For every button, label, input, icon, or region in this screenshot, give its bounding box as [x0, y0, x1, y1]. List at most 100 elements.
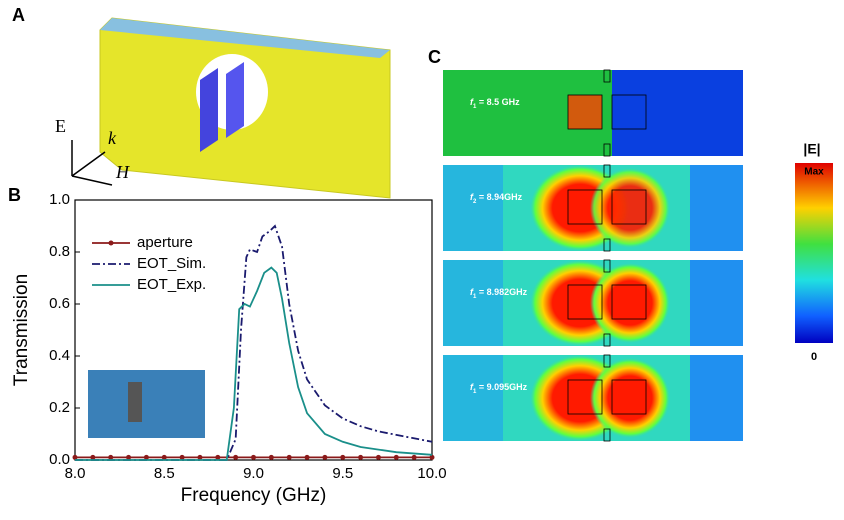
map-label-text: = 8.982GHz: [476, 287, 527, 297]
axis-letter: H: [115, 162, 130, 182]
map-label: f2 = 8.94GHz: [470, 192, 523, 204]
series-marker: [179, 454, 185, 460]
series-line: [75, 266, 433, 461]
field-map: f1 = 8.5 GHz: [443, 69, 743, 157]
map-region: [443, 165, 503, 251]
map-wall: [603, 259, 611, 273]
map-region: [443, 355, 503, 441]
map-label-text: = 8.94GHz: [476, 192, 522, 202]
series-marker: [393, 454, 399, 460]
map-outline: [611, 189, 647, 225]
series-marker: [90, 454, 96, 460]
y-tick-label: 1.0: [49, 191, 70, 208]
map-label-symbol: f: [470, 192, 474, 202]
map-outline: [567, 94, 603, 130]
map-label-sub: 1: [473, 294, 477, 300]
x-tick-label: 10.0: [417, 465, 446, 482]
map-label: f1 = 8.5 GHz: [470, 97, 520, 109]
field-map: f1 = 9.095GHz: [443, 354, 743, 442]
map-region: [612, 70, 743, 156]
y-tick-label: 0.2: [49, 399, 70, 416]
map-label-symbol: f: [470, 97, 474, 107]
series-marker: [126, 454, 132, 460]
series-marker: [268, 454, 274, 460]
series-marker: [322, 454, 328, 460]
map-hotspot: [590, 168, 670, 248]
legend-label: aperture: [137, 234, 193, 251]
series-marker: [429, 454, 435, 460]
map-label-symbol: f: [470, 382, 474, 392]
inset-photo: [88, 370, 205, 438]
field-map: f1 = 8.982GHz: [443, 259, 743, 347]
y-tick-label: 0.0: [49, 451, 70, 468]
series-marker: [304, 454, 310, 460]
map-region: [690, 260, 743, 346]
map-outline: [567, 189, 603, 225]
map-label-sub: 1: [473, 389, 477, 395]
x-tick-label: 9.0: [243, 465, 264, 482]
map-wall: [603, 143, 611, 157]
series-marker: [215, 454, 221, 460]
inset-photo-object: [128, 382, 142, 422]
map-wall: [603, 238, 611, 252]
map-hotspot: [590, 358, 670, 438]
axis-letter: k: [108, 128, 117, 148]
map-label-text: = 9.095GHz: [476, 382, 527, 392]
field-map: f2 = 8.94GHz: [443, 164, 743, 252]
map-region: [443, 260, 503, 346]
legend-label: EOT_Sim.: [137, 255, 206, 272]
map-label-sub: 2: [473, 199, 477, 205]
x-axis-label: Frequency (GHz): [181, 485, 327, 506]
series-marker: [411, 454, 417, 460]
series-marker: [72, 454, 78, 460]
panel-label: C: [428, 47, 441, 67]
panel-label: A: [12, 5, 25, 25]
map-region: [690, 355, 743, 441]
y-tick-label: 0.8: [49, 243, 70, 260]
map-hotspot: [568, 95, 602, 129]
map-hotspot: [590, 263, 670, 343]
colorbar: [795, 163, 833, 343]
map-wall: [603, 164, 611, 178]
axes-icon: [71, 140, 113, 186]
series-line: [75, 224, 433, 461]
map-wall: [603, 69, 611, 83]
map-outline: [611, 379, 647, 415]
colorbar-min: 0: [811, 351, 817, 363]
series-marker: [286, 454, 292, 460]
map-label-symbol: f: [470, 287, 474, 297]
map-outline: [567, 284, 603, 320]
map-label-text: = 8.5 GHz: [476, 97, 520, 107]
scatterer: [200, 68, 218, 152]
legend-marker: [108, 240, 114, 246]
scatterer: [226, 62, 244, 138]
map-wall: [603, 333, 611, 347]
series-marker: [143, 454, 149, 460]
map-wall: [603, 354, 611, 368]
map-outline: [567, 379, 603, 415]
y-tick-label: 0.6: [49, 295, 70, 312]
map-label-sub: 1: [473, 104, 477, 110]
x-tick-label: 8.5: [154, 465, 175, 482]
x-tick-label: 9.5: [332, 465, 353, 482]
y-axis-label: Transmission: [11, 274, 32, 386]
map-outline: [611, 94, 647, 130]
colorbar-title: |E|: [803, 141, 820, 157]
series-marker: [340, 454, 346, 460]
map-outline: [611, 284, 647, 320]
series-marker: [233, 454, 239, 460]
map-label: f1 = 8.982GHz: [470, 287, 528, 299]
colorbar-max: Max: [804, 167, 824, 178]
legend-label: EOT_Exp.: [137, 276, 206, 293]
map-label: f1 = 9.095GHz: [470, 382, 528, 394]
y-tick-label: 0.4: [49, 347, 70, 364]
series-marker: [251, 454, 256, 460]
series-marker: [108, 454, 114, 460]
slab-edge: [100, 18, 390, 58]
axis-letter: E: [55, 116, 66, 136]
panel-label: B: [8, 185, 21, 205]
series-marker: [375, 454, 381, 460]
map-region: [690, 165, 743, 251]
series-marker: [161, 454, 167, 460]
